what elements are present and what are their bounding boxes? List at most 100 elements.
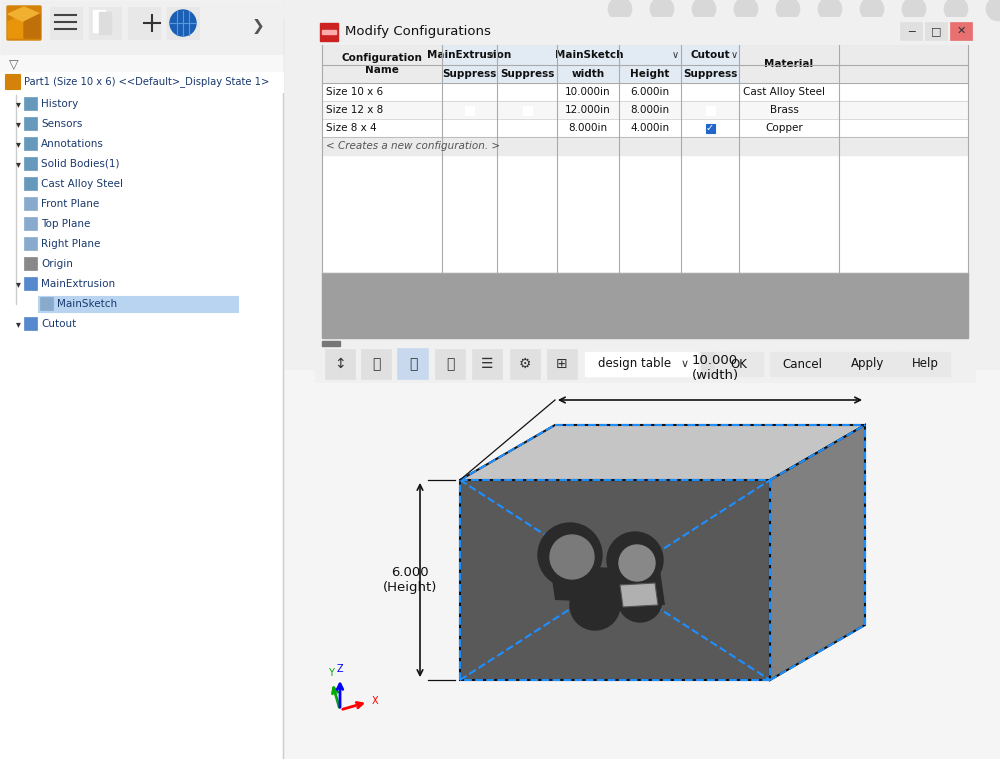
Bar (24, 197, 37, 210)
Polygon shape (8, 7, 40, 22)
Text: ▾: ▾ (16, 279, 20, 289)
Text: ✋: ✋ (446, 357, 454, 371)
Bar (681, 45, 739, 83)
Bar (322, 273, 968, 338)
Circle shape (776, 0, 800, 21)
Polygon shape (550, 565, 665, 605)
Text: Modify Configurations: Modify Configurations (345, 26, 491, 39)
Circle shape (608, 0, 632, 21)
Text: ∨: ∨ (671, 50, 679, 60)
Text: Sensors: Sensors (41, 119, 82, 129)
Text: Help: Help (912, 357, 938, 370)
Circle shape (734, 0, 758, 21)
Bar (320, 23, 338, 41)
Text: Part1 (Size 10 x 6) <<Default>_Display State 1>: Part1 (Size 10 x 6) <<Default>_Display S… (24, 77, 269, 87)
Circle shape (618, 578, 662, 622)
Text: Cutout: Cutout (41, 319, 76, 329)
Bar (24, 277, 37, 290)
Text: ❯: ❯ (252, 20, 264, 34)
Bar (24, 317, 37, 330)
Circle shape (692, 0, 716, 21)
Bar (322, 30, 336, 34)
Text: ✓: ✓ (706, 123, 714, 133)
Bar (522, 87, 532, 96)
Bar (322, 45, 968, 83)
Text: OK: OK (731, 357, 747, 370)
Bar (315, 346, 975, 382)
Bar (900, 22, 922, 40)
Bar (361, 349, 391, 379)
Bar (770, 352, 835, 376)
Bar (465, 87, 474, 96)
Bar (99, 12, 111, 34)
Text: ↕: ↕ (334, 357, 346, 371)
Text: ∨: ∨ (730, 50, 738, 60)
Bar (925, 22, 947, 40)
Bar (465, 124, 474, 133)
Polygon shape (770, 425, 865, 680)
Text: Cutout: Cutout (690, 50, 730, 60)
Text: Cast Alloy Steel: Cast Alloy Steel (41, 179, 123, 189)
Text: ∨: ∨ (681, 359, 689, 369)
FancyBboxPatch shape (7, 6, 41, 40)
Bar (442, 45, 497, 83)
Circle shape (986, 0, 1000, 21)
Bar (93, 10, 105, 32)
Circle shape (607, 532, 663, 588)
Text: 6.000in: 6.000in (630, 87, 670, 97)
Bar (315, 18, 975, 45)
FancyBboxPatch shape (6, 74, 20, 90)
Text: Suppress: Suppress (683, 69, 737, 79)
Text: design table: design table (598, 357, 672, 370)
Polygon shape (460, 480, 770, 680)
Text: ✕: ✕ (956, 26, 966, 36)
Polygon shape (620, 583, 658, 607)
Bar (547, 349, 577, 379)
Bar (24, 237, 37, 250)
Text: Y: Y (328, 668, 334, 678)
Text: Cancel: Cancel (782, 357, 822, 370)
Bar (323, 137, 967, 155)
Text: Material: Material (764, 59, 814, 69)
Text: Apply: Apply (851, 357, 885, 370)
Text: 10.000
(width): 10.000 (width) (691, 354, 739, 382)
Bar (167, 7, 199, 39)
Bar (435, 349, 465, 379)
Bar (24, 217, 37, 230)
Bar (322, 45, 968, 273)
Text: MainExtrusion: MainExtrusion (41, 279, 115, 289)
Bar (128, 7, 160, 39)
Bar (0, 0, 283, 55)
Text: Origin: Origin (41, 259, 73, 269)
Bar (950, 22, 972, 40)
Bar (24, 257, 37, 270)
Text: ☰: ☰ (481, 357, 493, 371)
Bar (510, 349, 540, 379)
Text: Top Plane: Top Plane (41, 219, 90, 229)
Text: MainSketch: MainSketch (57, 299, 117, 309)
Circle shape (538, 523, 602, 587)
Text: 👁: 👁 (409, 357, 417, 371)
Bar (585, 352, 697, 376)
Text: Z: Z (337, 664, 343, 674)
Text: 8.000in: 8.000in (568, 123, 608, 133)
Bar (701, 352, 725, 376)
Circle shape (902, 0, 926, 21)
Circle shape (170, 10, 196, 36)
Bar (24, 97, 37, 110)
Text: 🚦: 🚦 (372, 357, 380, 371)
Bar (325, 349, 355, 379)
Bar (900, 352, 950, 376)
Circle shape (550, 535, 594, 579)
Text: Front Plane: Front Plane (41, 199, 99, 209)
Bar (522, 124, 532, 133)
Bar (497, 45, 681, 83)
Bar (835, 352, 901, 376)
Circle shape (570, 580, 620, 630)
Text: ∨: ∨ (487, 50, 495, 60)
Bar (0, 55, 283, 73)
Text: Suppress: Suppress (442, 69, 497, 79)
Bar (465, 106, 474, 115)
Polygon shape (24, 14, 40, 38)
Text: 6.000
(Height): 6.000 (Height) (383, 566, 437, 594)
